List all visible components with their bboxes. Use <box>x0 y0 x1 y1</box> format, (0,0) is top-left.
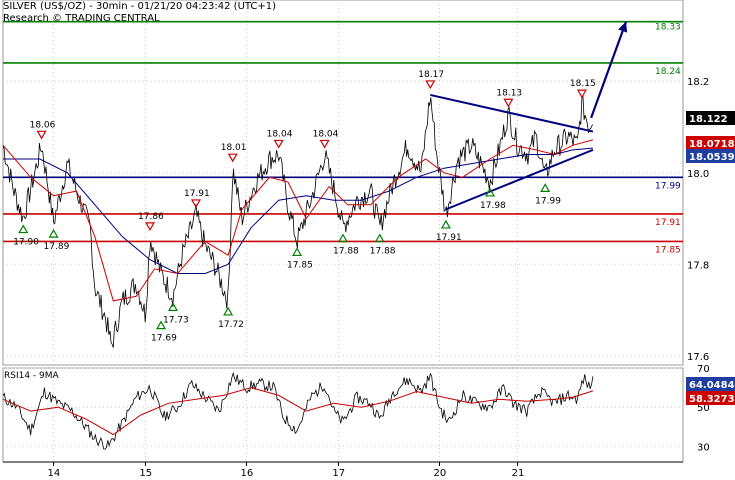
chart-title: SILVER (US$/OZ) - 30min - 01/21/20 04:23… <box>3 1 277 12</box>
time-tick-label: 16 <box>241 468 254 479</box>
price-tick-label: 18.2 <box>687 77 709 88</box>
time-tick-label: 15 <box>139 468 152 479</box>
rsi-line <box>2 371 594 450</box>
annotation-label: 18.01 <box>221 143 247 153</box>
rsi-tag-label: 64.0484 <box>689 380 735 391</box>
price-tag-ma_slow <box>686 149 735 163</box>
annotation-label: 17.88 <box>333 247 359 257</box>
level-label: 18.24 <box>655 67 681 77</box>
triangle-trend-line <box>430 93 594 133</box>
up-marker-icon <box>223 306 234 316</box>
fast-ma-line <box>2 139 594 302</box>
up-marker-icon <box>540 183 551 192</box>
time-tick-label: 14 <box>48 468 61 479</box>
annotation-label: 18.06 <box>30 120 56 130</box>
up-marker-icon <box>48 228 59 238</box>
rsi-tick-label: 50 <box>697 403 710 414</box>
rsi-panel-frame <box>2 367 684 463</box>
annotation-label: 17.73 <box>163 315 189 325</box>
up-marker-icon <box>18 224 29 234</box>
down-marker-icon <box>190 199 202 209</box>
price-tick-label: 17.6 <box>687 352 709 363</box>
annotation-label: 18.13 <box>496 88 522 98</box>
research-credit: Research © TRADING CENTRAL <box>3 13 160 24</box>
annotation-label: 17.90 <box>13 238 39 248</box>
annotation-label: 17.85 <box>287 260 313 270</box>
time-tick-label: 20 <box>433 468 446 479</box>
annotation-label: 17.98 <box>480 201 506 211</box>
up-marker-icon <box>484 187 496 197</box>
price-tick-label: 17.8 <box>687 260 709 271</box>
down-marker-icon <box>36 130 47 140</box>
price-tag-label: 18.122 <box>689 114 728 125</box>
annotation-label: 18.04 <box>267 129 293 139</box>
time-tick-label: 21 <box>512 468 525 479</box>
up-marker-icon <box>156 320 167 330</box>
price-tag-ma_fast <box>686 136 735 150</box>
annotation-label: 17.99 <box>535 196 561 206</box>
rsi-panel-label: RSI14 - 9MA <box>4 371 60 381</box>
triangle-trend-line <box>445 148 594 211</box>
price-tick-label: 18.0 <box>687 169 709 180</box>
annotation-label: 17.91 <box>436 233 462 243</box>
rsi-ma-line <box>2 387 594 436</box>
up-marker-icon <box>374 233 385 243</box>
level-label: 17.91 <box>655 218 681 228</box>
rsi-tag-rsi_ma <box>686 391 735 405</box>
annotation-label: 17.69 <box>151 334 177 344</box>
projection-arrow-shaft <box>590 21 628 119</box>
annotation-label: 17.88 <box>370 247 396 257</box>
down-marker-icon <box>576 89 587 99</box>
up-marker-icon <box>167 302 179 311</box>
up-marker-icon <box>440 219 451 229</box>
price-series-line <box>2 95 594 348</box>
annotation-label: 17.72 <box>218 320 244 330</box>
rsi-tick-label: 70 <box>697 364 710 375</box>
slow-ma-line <box>3 147 593 274</box>
annotation-label: 17.89 <box>44 242 70 252</box>
level-label: 17.85 <box>655 245 681 255</box>
down-marker-icon <box>503 98 514 108</box>
projection-arrow-head <box>618 21 628 33</box>
annotation-label: 17.86 <box>138 212 164 222</box>
price-tag-label: 18.0718 <box>689 139 735 150</box>
price-tag-label: 18.0539 <box>689 152 735 163</box>
level-label: 18.33 <box>655 23 681 33</box>
down-marker-icon <box>227 153 238 163</box>
up-marker-icon <box>292 247 303 257</box>
rsi-tick-label: 30 <box>697 442 710 453</box>
annotation-label: 18.15 <box>570 79 596 89</box>
annotation-label: 17.91 <box>184 189 210 199</box>
up-marker-icon <box>337 233 349 243</box>
price-panel-frame <box>2 0 684 366</box>
annotation-label: 18.17 <box>418 70 444 80</box>
rsi-tag-label: 58.3273 <box>689 394 735 405</box>
down-marker-icon <box>144 222 156 232</box>
price-tag-price <box>686 111 735 125</box>
rsi-tag-rsi <box>686 377 735 391</box>
time-tick-label: 17 <box>332 468 345 479</box>
annotation-label: 18.04 <box>313 129 339 139</box>
down-marker-icon <box>273 139 284 149</box>
level-label: 17.99 <box>655 181 681 191</box>
down-marker-icon <box>425 80 436 90</box>
down-marker-icon <box>319 139 330 149</box>
